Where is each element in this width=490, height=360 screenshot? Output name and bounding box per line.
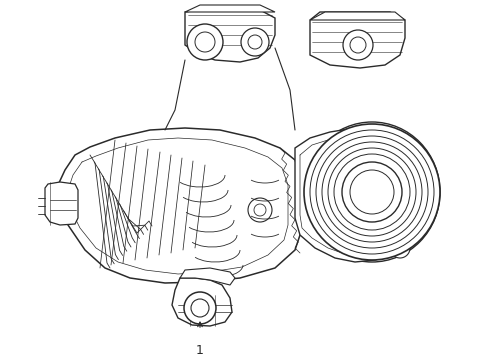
Polygon shape bbox=[172, 278, 232, 326]
Polygon shape bbox=[45, 182, 78, 225]
Circle shape bbox=[304, 124, 440, 260]
Polygon shape bbox=[58, 128, 300, 283]
Circle shape bbox=[187, 24, 223, 60]
Circle shape bbox=[184, 292, 216, 324]
Circle shape bbox=[241, 28, 269, 56]
Circle shape bbox=[390, 138, 410, 158]
Circle shape bbox=[343, 30, 373, 60]
Polygon shape bbox=[185, 5, 275, 12]
Polygon shape bbox=[310, 12, 405, 20]
Polygon shape bbox=[295, 128, 408, 262]
Text: 1: 1 bbox=[196, 343, 204, 356]
Circle shape bbox=[350, 170, 394, 214]
Ellipse shape bbox=[304, 122, 440, 262]
Circle shape bbox=[342, 162, 402, 222]
Circle shape bbox=[344, 164, 400, 220]
Circle shape bbox=[390, 238, 410, 258]
Circle shape bbox=[248, 198, 272, 222]
Polygon shape bbox=[185, 10, 275, 62]
Polygon shape bbox=[180, 268, 235, 285]
Polygon shape bbox=[310, 12, 405, 68]
